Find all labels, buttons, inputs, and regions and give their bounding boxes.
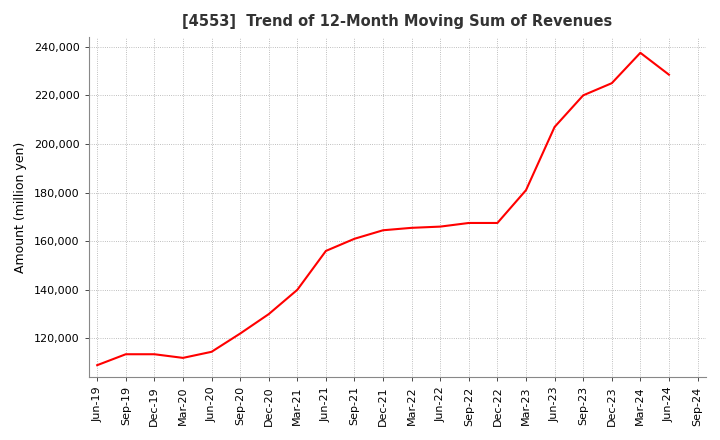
Y-axis label: Amount (million yen): Amount (million yen) bbox=[14, 142, 27, 273]
Title: [4553]  Trend of 12-Month Moving Sum of Revenues: [4553] Trend of 12-Month Moving Sum of R… bbox=[182, 14, 613, 29]
